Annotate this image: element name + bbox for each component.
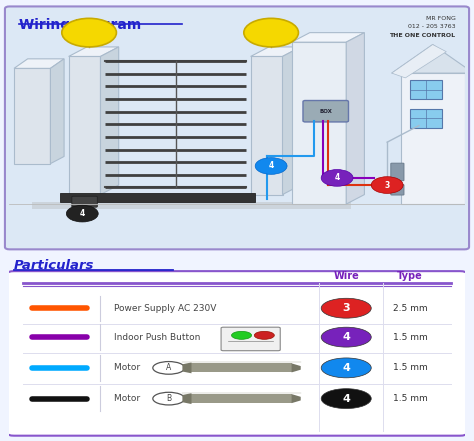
- FancyBboxPatch shape: [72, 196, 97, 207]
- Polygon shape: [50, 59, 64, 164]
- Text: 1.5 mm: 1.5 mm: [392, 333, 427, 342]
- Polygon shape: [292, 363, 301, 372]
- Text: Motor: Motor: [114, 394, 143, 403]
- Polygon shape: [14, 59, 64, 68]
- Polygon shape: [191, 363, 292, 372]
- Text: Wire: Wire: [333, 271, 359, 280]
- Text: BOX: BOX: [319, 109, 332, 114]
- FancyBboxPatch shape: [292, 42, 346, 204]
- FancyBboxPatch shape: [401, 73, 465, 204]
- Text: 3: 3: [342, 303, 350, 313]
- FancyBboxPatch shape: [251, 56, 283, 194]
- Circle shape: [62, 19, 117, 47]
- FancyBboxPatch shape: [14, 68, 50, 164]
- Text: 012 - 205 3763: 012 - 205 3763: [408, 24, 456, 29]
- Text: 4: 4: [80, 209, 85, 218]
- Circle shape: [255, 157, 287, 174]
- Text: MR FONG: MR FONG: [426, 16, 456, 21]
- Polygon shape: [283, 47, 301, 194]
- Polygon shape: [182, 393, 191, 404]
- Polygon shape: [292, 33, 365, 42]
- Text: THE ONE CONTROL: THE ONE CONTROL: [389, 33, 456, 37]
- Circle shape: [244, 19, 299, 47]
- Text: 1.5 mm: 1.5 mm: [392, 363, 427, 372]
- Text: Wiring Diagram: Wiring Diagram: [18, 19, 141, 32]
- Text: 3: 3: [384, 180, 390, 190]
- Polygon shape: [251, 47, 301, 56]
- Circle shape: [321, 169, 353, 186]
- Circle shape: [321, 358, 371, 378]
- FancyBboxPatch shape: [410, 80, 442, 99]
- Text: 4: 4: [335, 173, 340, 183]
- Text: 2.5 mm: 2.5 mm: [392, 304, 427, 313]
- Circle shape: [66, 206, 98, 222]
- Text: Type: Type: [397, 271, 423, 280]
- Polygon shape: [346, 33, 365, 204]
- FancyBboxPatch shape: [391, 163, 404, 181]
- Polygon shape: [100, 47, 118, 194]
- FancyBboxPatch shape: [60, 193, 255, 202]
- FancyBboxPatch shape: [303, 101, 348, 122]
- FancyBboxPatch shape: [69, 56, 100, 194]
- Text: 4: 4: [342, 363, 350, 373]
- Text: Particulars: Particulars: [14, 259, 94, 273]
- Polygon shape: [292, 394, 301, 403]
- Polygon shape: [191, 394, 292, 403]
- FancyBboxPatch shape: [391, 185, 404, 195]
- Circle shape: [321, 327, 371, 347]
- Circle shape: [254, 331, 274, 339]
- Text: B: B: [166, 394, 171, 403]
- Polygon shape: [69, 47, 118, 56]
- Text: 4: 4: [342, 394, 350, 404]
- Text: Motor: Motor: [114, 363, 143, 372]
- Circle shape: [371, 177, 403, 193]
- Polygon shape: [392, 45, 447, 78]
- Polygon shape: [392, 45, 474, 73]
- Text: 4: 4: [342, 332, 350, 342]
- FancyBboxPatch shape: [32, 202, 351, 209]
- FancyBboxPatch shape: [5, 7, 469, 249]
- Text: 1.5 mm: 1.5 mm: [392, 394, 427, 403]
- Text: A: A: [166, 363, 172, 372]
- Text: Indoor Push Button: Indoor Push Button: [114, 333, 201, 342]
- FancyBboxPatch shape: [221, 327, 280, 351]
- Polygon shape: [182, 363, 191, 373]
- Text: 4: 4: [268, 161, 274, 171]
- FancyBboxPatch shape: [7, 271, 467, 436]
- Circle shape: [321, 389, 371, 408]
- Circle shape: [321, 298, 371, 318]
- Circle shape: [231, 331, 252, 339]
- FancyBboxPatch shape: [410, 109, 442, 128]
- Text: Power Supply AC 230V: Power Supply AC 230V: [114, 304, 217, 313]
